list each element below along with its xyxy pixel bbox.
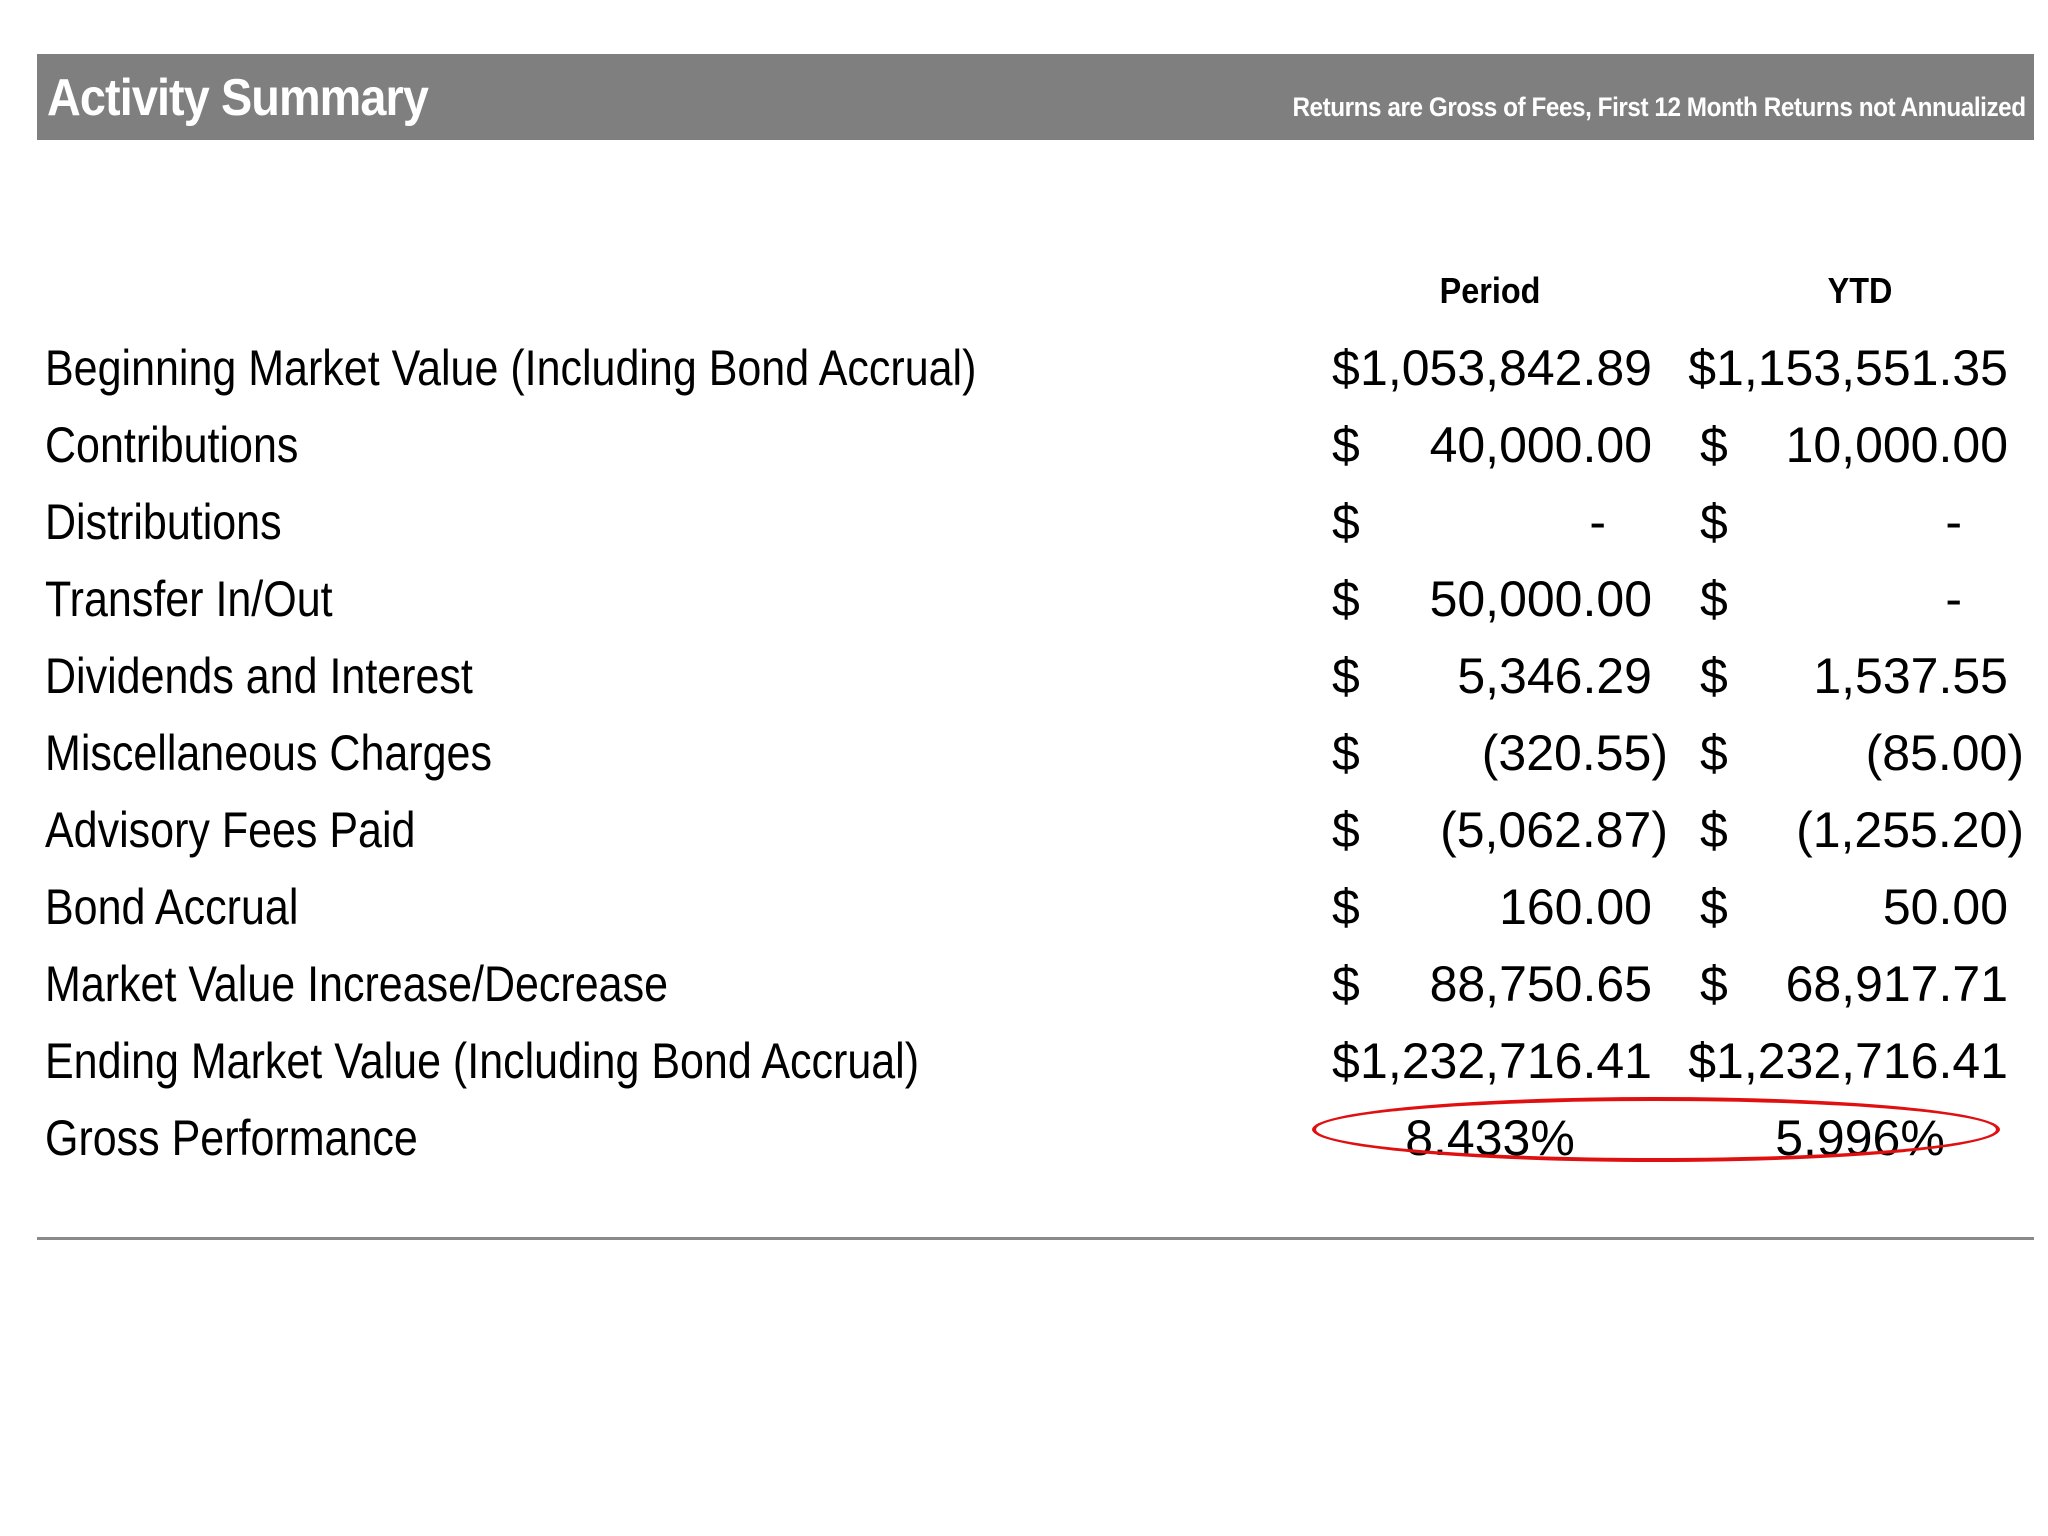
ytd-value: - [1945,494,1962,550]
ytd-dollar-sign: $ [1700,956,1728,1012]
ytd-dollar-sign: $ [1700,571,1728,627]
table-row: Miscellaneous Charges $ (320.55) $ (85.0… [0,715,2048,792]
header-bar: Activity Summary Returns are Gross of Fe… [37,54,2034,140]
returns-note: Returns are Gross of Fees, First 12 Mont… [1292,92,2027,122]
period-dollar-sign: $ [1332,648,1360,704]
ytd-value: (85.00) [1865,725,2024,781]
ytd-value: $1,232,716.41 [1688,1033,2008,1089]
ytd-dollar-sign: $ [1700,494,1728,550]
period-value: 88,750.65 [1429,956,1652,1012]
row-label: Bond Accrual [45,879,299,935]
period-value: (5,062.87) [1440,802,1668,858]
activity-table: Beginning Market Value (Including Bond A… [0,330,2048,1177]
row-label: Beginning Market Value (Including Bond A… [45,340,977,396]
row-label: Miscellaneous Charges [45,725,492,781]
page-title: Activity Summary [47,69,429,127]
period-dollar-sign: $ [1332,340,1360,396]
table-row: Contributions $ 40,000.00 $ 10,000.00 [0,407,2048,484]
ytd-value: 1,537.55 [1813,648,2008,704]
column-header-period: Period [1439,270,1541,311]
period-value: 50,000.00 [1429,571,1652,627]
row-label: Market Value Increase/Decrease [45,956,669,1012]
period-dollar-sign: $ [1332,1033,1360,1089]
period-dollar-sign: $ [1332,494,1360,550]
table-row: Ending Market Value (Including Bond Accr… [0,1023,2048,1100]
table-row: Market Value Increase/Decrease $ 88,750.… [0,946,2048,1023]
row-label: Ending Market Value (Including Bond Accr… [45,1033,920,1089]
table-row: Beginning Market Value (Including Bond A… [0,330,2048,407]
period-value: (320.55) [1481,725,1668,781]
period-value: 40,000.00 [1429,417,1652,473]
period-dollar-sign: $ [1332,879,1360,935]
period-value: 160.00 [1499,879,1652,935]
row-label: Advisory Fees Paid [45,802,416,858]
period-value: 5,346.29 [1457,648,1652,704]
performance-highlight-ellipse [1312,1097,2000,1162]
table-row: Transfer In/Out $ 50,000.00 $ - [0,561,2048,638]
period-dollar-sign: $ [1332,956,1360,1012]
table-row: Advisory Fees Paid $ (5,062.87) $ (1,255… [0,792,2048,869]
table-row: Bond Accrual $ 160.00 $ 50.00 [0,869,2048,946]
ytd-dollar-sign: $ [1700,802,1728,858]
ytd-dollar-sign: $ [1700,725,1728,781]
row-label: Dividends and Interest [45,648,473,704]
ytd-value: 10,000.00 [1785,417,2008,473]
row-label: Transfer In/Out [45,571,333,627]
ytd-value: - [1945,571,1962,627]
ytd-value: (1,255.20) [1796,802,2024,858]
column-header-ytd: YTD [1827,270,1893,311]
divider [37,1237,2034,1240]
period-dollar-sign: $ [1332,725,1360,781]
period-dollar-sign: $ [1332,417,1360,473]
ytd-dollar-sign: $ [1700,879,1728,935]
table-row: Distributions $ - $ - [0,484,2048,561]
row-label: Distributions [45,494,282,550]
ytd-value: 50.00 [1882,879,2008,935]
period-value: 1,232,716.41 [1360,1033,1652,1089]
ytd-value: 68,917.71 [1785,956,2008,1012]
period-value: - [1589,494,1606,550]
period-value: 1,053,842.89 [1360,340,1652,396]
ytd-value: $1,153,551.35 [1688,340,2008,396]
ytd-dollar-sign: $ [1700,417,1728,473]
period-dollar-sign: $ [1332,571,1360,627]
period-dollar-sign: $ [1332,802,1360,858]
performance-label: Gross Performance [45,1110,418,1166]
ytd-dollar-sign: $ [1700,648,1728,704]
table-row: Dividends and Interest $ 5,346.29 $ 1,53… [0,638,2048,715]
row-label: Contributions [45,417,299,473]
